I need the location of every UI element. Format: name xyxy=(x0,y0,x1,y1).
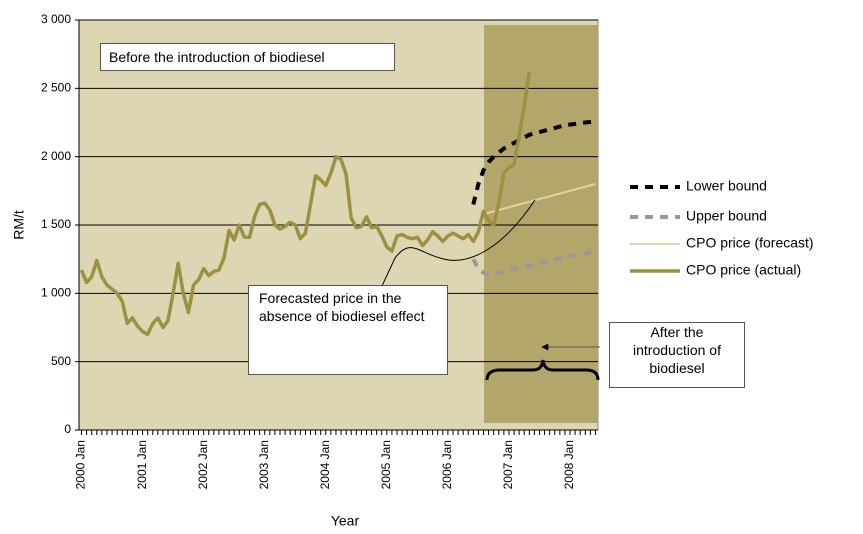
biodiesel-period xyxy=(484,25,598,423)
x-tick-label: 2008 Jan xyxy=(562,440,576,489)
y-tick-label: 2 500 xyxy=(41,81,71,95)
x-axis-title: Year xyxy=(331,513,360,529)
x-tick-label: 2007 Jan xyxy=(501,440,515,489)
y-tick-label: 1 500 xyxy=(41,217,71,231)
y-tick-label: 0 xyxy=(64,422,71,436)
x-tick-label: 2006 Jan xyxy=(440,440,454,489)
legend-label: CPO price (actual) xyxy=(686,262,801,278)
y-axis-title: RM/t xyxy=(11,210,27,240)
y-tick-label: 2 000 xyxy=(41,149,71,163)
y-tick-label: 500 xyxy=(51,354,71,368)
x-tick-label: 2005 Jan xyxy=(379,440,393,489)
series-line xyxy=(471,119,596,205)
series-line xyxy=(79,71,532,337)
legend-label: CPO price (forecast) xyxy=(686,235,814,251)
annotation-arrow xyxy=(373,199,536,304)
legend-label: Upper bound xyxy=(686,208,767,224)
legend xyxy=(622,174,863,302)
x-tick-label: 2003 Jan xyxy=(257,440,271,489)
legend-label: Lower bound xyxy=(686,178,767,194)
brace xyxy=(485,359,600,381)
annotation: After the introduction of biodiesel xyxy=(609,322,745,388)
annotation: Forecasted price in the absence of biodi… xyxy=(248,285,448,375)
x-tick-label: 2002 Jan xyxy=(196,440,210,489)
series-line xyxy=(471,249,596,277)
y-tick-label: 3 000 xyxy=(41,12,71,26)
annotation: Before the introduction of biodiesel xyxy=(100,43,395,71)
y-tick-label: 1 000 xyxy=(41,286,71,300)
x-tick-label: 2000 Jan xyxy=(74,440,88,489)
x-tick-label: 2001 Jan xyxy=(135,440,149,489)
x-tick-label: 2004 Jan xyxy=(318,440,332,489)
